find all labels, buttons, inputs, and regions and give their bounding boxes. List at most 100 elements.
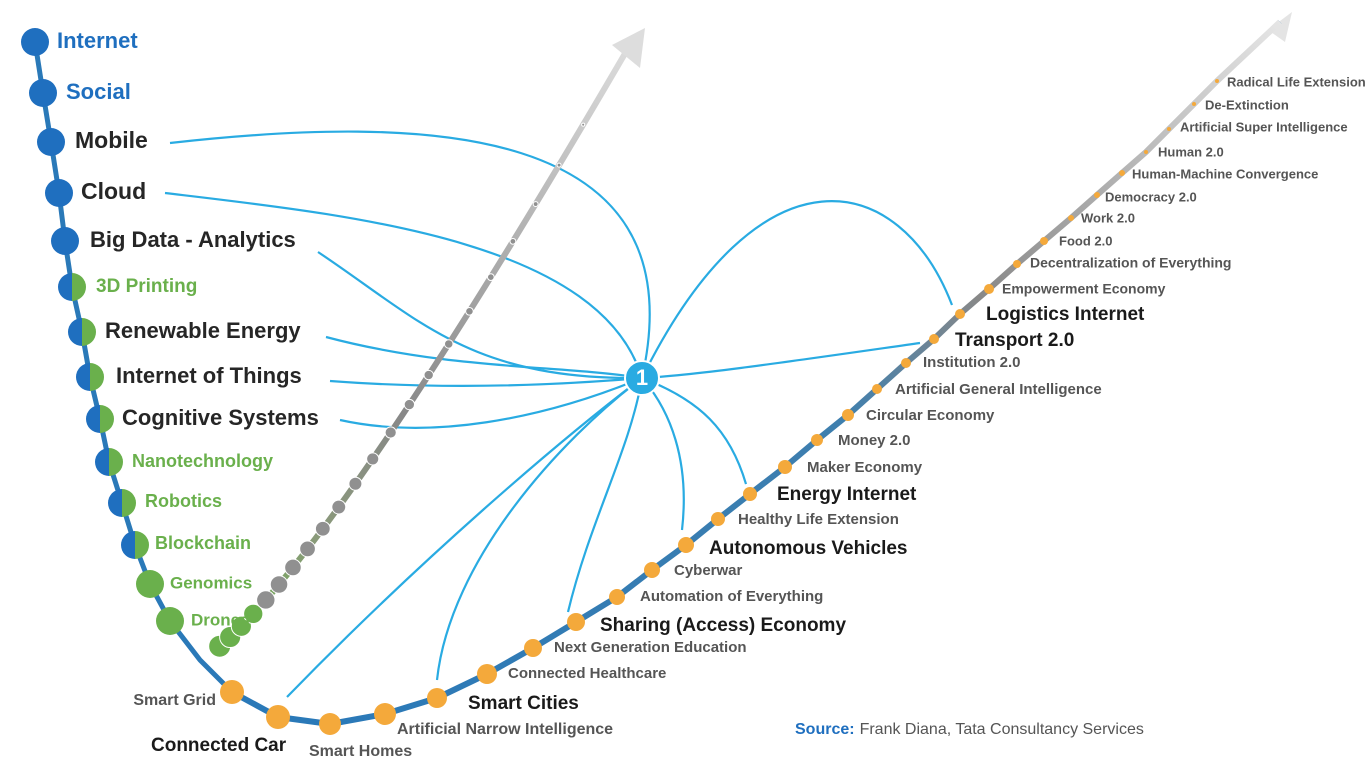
left-dot xyxy=(68,318,96,346)
left-dot xyxy=(21,28,49,56)
right-label: Smart Cities xyxy=(468,693,579,714)
right-dot xyxy=(567,613,585,631)
right-label: Radical Life Extension xyxy=(1227,74,1366,89)
right-dot xyxy=(842,409,854,421)
right-label: Connected Healthcare xyxy=(508,665,666,682)
right-label: Autonomous Vehicles xyxy=(709,538,907,559)
source-prefix: Source: xyxy=(795,721,855,738)
left-dot xyxy=(51,227,79,255)
right-label: Empowerment Economy xyxy=(1002,281,1166,297)
left-label: Genomics xyxy=(170,573,252,592)
right-dot xyxy=(1167,127,1171,131)
right-label: Cyberwar xyxy=(674,562,743,579)
right-arrowhead xyxy=(1268,12,1292,42)
right-label: Smart Homes xyxy=(309,743,412,760)
right-label: Next Generation Education xyxy=(554,639,747,656)
right-dot xyxy=(427,688,447,708)
right-label: Energy Internet xyxy=(777,484,917,505)
right-label: Money 2.0 xyxy=(838,432,911,449)
hub xyxy=(624,360,660,396)
right-dot xyxy=(1144,150,1148,154)
right-dot xyxy=(872,384,882,394)
track-dot xyxy=(314,520,331,537)
right-label: Connected Car xyxy=(151,735,287,756)
track-dot xyxy=(581,122,586,127)
right-label: Decentralization of Everything xyxy=(1030,255,1231,271)
track-dot xyxy=(509,237,517,245)
source: Source: Frank Diana, Tata Consultancy Ser… xyxy=(795,721,1144,738)
source-text: Frank Diana, Tata Consultancy Services xyxy=(860,721,1144,738)
right-label: Sharing (Access) Economy xyxy=(600,615,846,636)
right-dot xyxy=(1215,79,1219,83)
right-label: Institution 2.0 xyxy=(923,354,1021,371)
right-label: Democracy 2.0 xyxy=(1105,189,1197,204)
right-dot xyxy=(901,358,911,368)
right-label: Maker Economy xyxy=(807,459,923,476)
right-label: Human-Machine Convergence xyxy=(1132,166,1318,181)
track-dot xyxy=(556,162,562,168)
right-dot xyxy=(984,284,994,294)
right-dot xyxy=(266,705,290,729)
right-dot xyxy=(955,309,965,319)
right-dot xyxy=(929,334,939,344)
right-dot xyxy=(1068,215,1074,221)
track-dot xyxy=(423,369,434,381)
track-dot xyxy=(243,603,264,625)
left-label: Blockchain xyxy=(155,533,251,553)
right-dot xyxy=(609,589,625,605)
left-dot xyxy=(45,179,73,207)
right-dot xyxy=(1040,237,1048,245)
left-label: Robotics xyxy=(145,491,222,511)
left-label: Internet xyxy=(57,28,138,53)
right-label: Artificial Super Intelligence xyxy=(1180,119,1348,134)
left-label: Renewable Energy xyxy=(105,318,301,343)
right-label: Artificial Narrow Intelligence xyxy=(397,721,613,738)
left-label: Internet of Things xyxy=(116,363,302,388)
right-label: Healthy Life Extension xyxy=(738,511,899,528)
right-dot xyxy=(743,487,757,501)
gray-arrowhead xyxy=(612,28,645,68)
right-label: Human 2.0 xyxy=(1158,144,1224,159)
track-dot xyxy=(465,307,474,316)
left-dot xyxy=(86,405,114,433)
right-dot xyxy=(678,537,694,553)
left-dot xyxy=(58,273,86,301)
right-dot xyxy=(477,664,497,684)
left-label: Drones xyxy=(191,610,250,629)
left-label: Mobile xyxy=(75,127,148,153)
left-label: Nanotechnology xyxy=(132,451,273,471)
track-dot xyxy=(486,273,495,281)
right-dot xyxy=(711,512,725,526)
track-dot xyxy=(403,398,416,411)
left-dot xyxy=(108,489,136,517)
right-dot xyxy=(1119,170,1125,176)
track-dot xyxy=(331,499,347,515)
left-dot xyxy=(156,607,184,635)
track-dot xyxy=(284,558,302,577)
hub-label: 1 xyxy=(636,365,648,390)
right-label: Smart Grid xyxy=(133,692,216,709)
right-label: Transport 2.0 xyxy=(955,330,1074,351)
track-dot xyxy=(269,575,289,594)
right-label: Circular Economy xyxy=(866,407,995,424)
connections xyxy=(164,130,954,698)
left-dot xyxy=(95,448,123,476)
right-label: Work 2.0 xyxy=(1081,210,1135,225)
left-label: Big Data - Analytics xyxy=(90,227,296,252)
track-dot xyxy=(299,540,316,558)
track-dot xyxy=(366,452,380,466)
track-dot xyxy=(443,339,454,349)
right-dot xyxy=(374,703,396,725)
right-dot xyxy=(220,680,244,704)
track-dot xyxy=(384,426,397,439)
left-label: Cloud xyxy=(81,178,146,204)
right-label: De-Extinction xyxy=(1205,97,1289,112)
right-dot xyxy=(1094,192,1100,198)
track-dot xyxy=(532,201,539,207)
left-dot xyxy=(76,363,104,391)
right-label: Artificial General Intelligence xyxy=(895,381,1102,398)
right-dot xyxy=(811,434,823,446)
left-label: Social xyxy=(66,79,131,104)
